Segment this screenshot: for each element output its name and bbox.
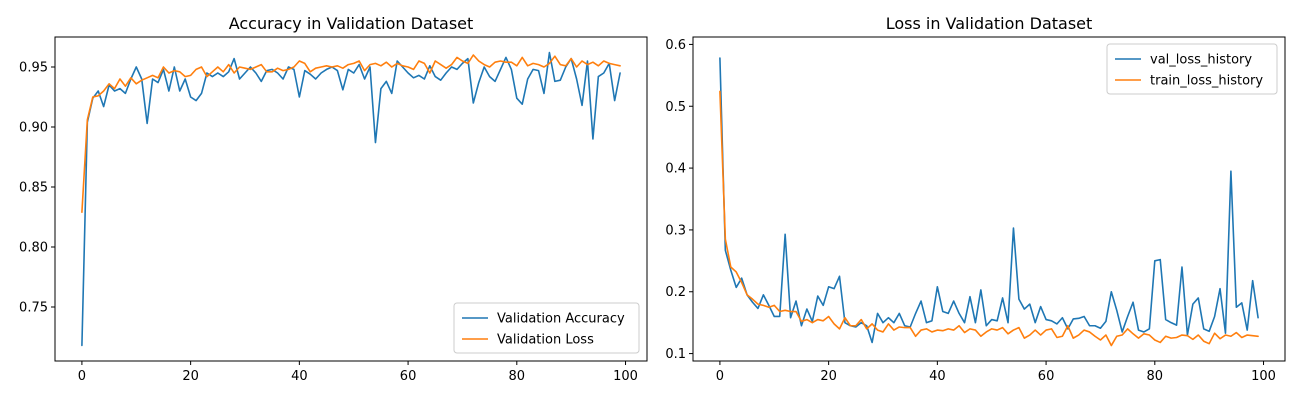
legend-label: train_loss_history (1150, 74, 1263, 89)
axes-frame (54, 36, 648, 362)
x-tick-label: 100 (613, 369, 638, 384)
series-line-train-loss-history (719, 90, 1259, 347)
series-line-validation-accuracy (81, 51, 621, 347)
y-tick-label: 0.90 (19, 121, 48, 136)
x-tick-label: 100 (1251, 369, 1276, 384)
y-tick-label: 0.95 (19, 61, 48, 76)
loss-chart: Loss in Validation Dataset 0 20 40 60 80 100 0.… (665, 14, 1286, 384)
y-tick-label: 0.1 (665, 347, 686, 362)
y-tick-label: 0.75 (19, 301, 48, 316)
x-tick-label: 40 (929, 369, 946, 384)
x-tick-label: 20 (820, 369, 837, 384)
legend-label: Validation Loss (497, 333, 594, 348)
series-line-validation-loss (81, 54, 621, 213)
x-tick-label: 0 (716, 369, 724, 384)
x-tick-label: 60 (1038, 369, 1055, 384)
legend: val_loss_history train_loss_history (1106, 43, 1278, 95)
y-tick-label: 0.2 (665, 285, 686, 300)
legend-box (1106, 43, 1278, 95)
x-tick-label: 80 (509, 369, 526, 384)
y-tick-label: 0.3 (665, 223, 686, 238)
x-tick-label: 60 (400, 369, 417, 384)
accuracy-chart: Accuracy in Validation Dataset 0 20 40 60 80 1… (19, 14, 648, 384)
x-tick-label: 80 (1147, 369, 1164, 384)
y-tick-label: 0.85 (19, 181, 48, 196)
legend-label: val_loss_history (1150, 53, 1252, 68)
chart-title: Accuracy in Validation Dataset (229, 14, 474, 33)
y-tick-label: 0.80 (19, 241, 48, 256)
chart-title: Loss in Validation Dataset (886, 14, 1093, 33)
x-tick-label: 0 (78, 369, 86, 384)
legend: Validation Accuracy Validation Loss (453, 302, 640, 354)
series-line-val-loss-history (719, 57, 1259, 344)
y-tick-label: 0.5 (665, 100, 686, 115)
legend-label: Validation Accuracy (497, 312, 625, 327)
y-tick-label: 0.6 (665, 38, 686, 53)
legend-box (453, 302, 640, 354)
x-tick-label: 40 (291, 369, 308, 384)
x-tick-label: 20 (182, 369, 199, 384)
y-tick-label: 0.4 (665, 162, 686, 177)
axes-frame (692, 36, 1286, 362)
